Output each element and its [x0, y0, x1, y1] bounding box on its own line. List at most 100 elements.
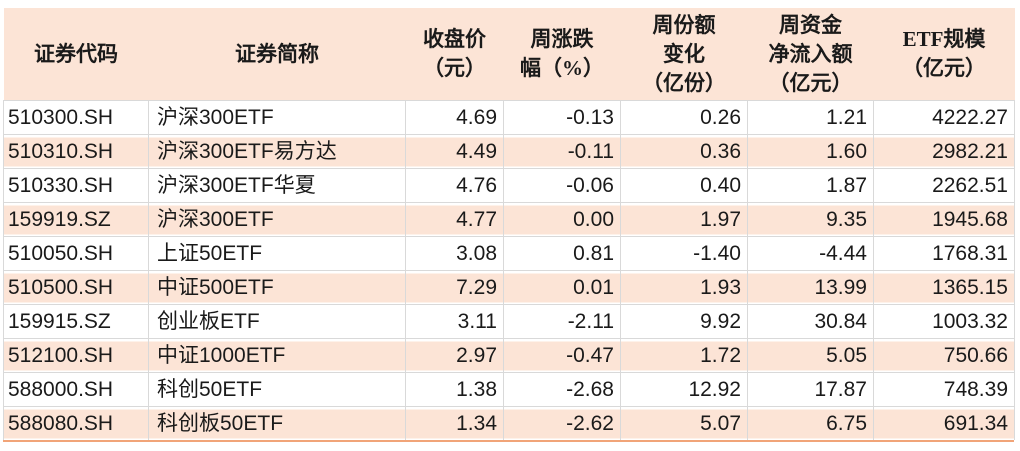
column-header-weekly_share_change: 周份额变化 （亿份） — [620, 8, 748, 101]
cell-code: 510330.SH — [3, 168, 149, 203]
cell-weekly_share_change: 1.97 — [620, 202, 748, 237]
table-row: 159919.SZ 沪深300ETF 4.77 0.00 1.97 9.35 1945.68 — [3, 202, 1015, 237]
cell-etf_scale: 2262.51 — [873, 168, 1015, 203]
cell-weekly_change_pct: -0.11 — [503, 134, 621, 169]
cell-etf_scale: 1945.68 — [873, 202, 1015, 237]
column-header-line: 净流入额 — [768, 41, 853, 66]
cell-code: 512100.SH — [3, 338, 149, 373]
cell-etf_scale: 2982.21 — [873, 134, 1015, 169]
cell-weekly_change_pct: 0.01 — [503, 270, 621, 305]
cell-name: 沪深300ETF华夏 — [148, 168, 406, 203]
cell-name: 沪深300ETF — [148, 100, 406, 135]
cell-weekly_net_inflow: 6.75 — [747, 406, 874, 440]
cell-etf_scale: 748.39 — [873, 372, 1015, 407]
column-header-line: （元） — [423, 56, 486, 80]
cell-weekly_change_pct: 0.81 — [503, 236, 621, 271]
cell-weekly_net_inflow: 30.84 — [747, 304, 874, 339]
cell-name: 沪深300ETF — [148, 202, 406, 237]
cell-weekly_net_inflow: -4.44 — [747, 236, 874, 271]
table-row: 510310.SH 沪深300ETF易方达 4.49 -0.11 0.36 1.60 298… — [3, 134, 1015, 169]
column-header-name: 证券简称 — [148, 8, 406, 101]
cell-name: 科创板50ETF — [148, 406, 406, 440]
cell-close_price_yuan: 7.29 — [405, 270, 504, 305]
cell-weekly_net_inflow: 1.21 — [747, 100, 874, 135]
cell-weekly_share_change: 0.40 — [620, 168, 748, 203]
cell-code: 510300.SH — [3, 100, 149, 135]
cell-weekly_change_pct: -2.62 — [503, 406, 621, 440]
cell-close_price_yuan: 3.11 — [405, 304, 504, 339]
column-header-weekly_change_pct: 周涨跌幅（%） — [503, 8, 621, 101]
column-header-line: ETF规模 — [902, 27, 986, 51]
cell-close_price_yuan: 2.97 — [405, 338, 504, 373]
cell-name: 科创50ETF — [148, 372, 406, 407]
cell-weekly_change_pct: -0.13 — [503, 100, 621, 135]
cell-weekly_net_inflow: 13.99 — [747, 270, 874, 305]
cell-close_price_yuan: 1.34 — [405, 406, 504, 440]
cell-etf_scale: 1768.31 — [873, 236, 1015, 271]
table-header: 证券代码 证券简称 收盘价 （元） 周涨跌幅（%） 周份额变化 （亿份） 周资金净流入额 （亿元… — [3, 8, 1015, 101]
table-row: 588000.SH 科创50ETF 1.38 -2.68 12.92 17.87 748.3… — [3, 372, 1015, 407]
cell-close_price_yuan: 4.76 — [405, 168, 504, 203]
table-row: 510330.SH 沪深300ETF华夏 4.76 -0.06 0.40 1.87 2262… — [3, 168, 1015, 203]
cell-etf_scale: 691.34 — [873, 406, 1015, 440]
column-header-line: 证券代码 — [34, 41, 118, 66]
cell-weekly_share_change: 1.72 — [620, 338, 748, 373]
cell-code: 588000.SH — [3, 372, 149, 407]
cell-code: 510310.SH — [3, 134, 149, 169]
cell-code: 159919.SZ — [3, 202, 149, 237]
table-row: 510300.SH 沪深300ETF 4.69 -0.13 0.26 1.21 4222.2… — [3, 100, 1015, 135]
cell-name: 创业板ETF — [148, 304, 406, 339]
cell-weekly_share_change: 12.92 — [620, 372, 748, 407]
column-header-line: （亿份） — [642, 70, 726, 95]
column-header-line: 变化 — [663, 41, 705, 66]
cell-weekly_share_change: 0.26 — [620, 100, 748, 135]
cell-weekly_net_inflow: 17.87 — [747, 372, 874, 407]
cell-close_price_yuan: 3.08 — [405, 236, 504, 271]
cell-code: 588080.SH — [3, 406, 149, 440]
cell-close_price_yuan: 4.77 — [405, 202, 504, 237]
column-header-line: 证券简称 — [235, 41, 319, 66]
cell-weekly_share_change: 5.07 — [620, 406, 748, 440]
cell-weekly_change_pct: 0.00 — [503, 202, 621, 237]
column-header-line: 收盘价 — [423, 27, 486, 51]
cell-weekly_change_pct: -0.06 — [503, 168, 621, 203]
cell-name: 中证500ETF — [148, 270, 406, 305]
cell-etf_scale: 1365.15 — [873, 270, 1015, 305]
cell-code: 159915.SZ — [3, 304, 149, 339]
cell-etf_scale: 750.66 — [873, 338, 1015, 373]
column-header-line: 周资金 — [779, 12, 842, 37]
cell-close_price_yuan: 1.38 — [405, 372, 504, 407]
cell-weekly_net_inflow: 5.05 — [747, 338, 874, 373]
cell-close_price_yuan: 4.69 — [405, 100, 504, 135]
cell-close_price_yuan: 4.49 — [405, 134, 504, 169]
cell-weekly_change_pct: -2.68 — [503, 372, 621, 407]
column-header-line: 幅（%） — [520, 56, 604, 80]
header-row: 证券代码 证券简称 收盘价 （元） 周涨跌幅（%） 周份额变化 （亿份） 周资金净流入额 （亿元… — [3, 8, 1015, 101]
cell-etf_scale: 1003.32 — [873, 304, 1015, 339]
column-header-line: 周份额 — [652, 12, 716, 37]
table-row: 588080.SH 科创板50ETF 1.34 -2.62 5.07 6.75 691.34 — [3, 406, 1015, 440]
cell-weekly_change_pct: -2.11 — [503, 304, 621, 339]
table-row: 510500.SH 中证500ETF 7.29 0.01 1.93 13.99 1365.1… — [3, 270, 1015, 305]
cell-weekly_share_change: 9.92 — [620, 304, 748, 339]
column-header-etf_scale: ETF规模 （亿元） — [873, 8, 1015, 101]
etf-weekly-table-page: 证券代码 证券简称 收盘价 （元） 周涨跌幅（%） 周份额变化 （亿份） 周资金净流入额 （亿元… — [0, 8, 1020, 451]
table-row: 512100.SH 中证1000ETF 2.97 -0.47 1.72 5.05 750.6… — [3, 338, 1015, 373]
cell-weekly_net_inflow: 9.35 — [747, 202, 874, 237]
cell-code: 510050.SH — [3, 236, 149, 271]
cell-weekly_share_change: -1.40 — [620, 236, 748, 271]
column-header-weekly_net_inflow: 周资金 净流入额 （亿元） — [747, 8, 874, 101]
etf-data-table: 证券代码 证券简称 收盘价 （元） 周涨跌幅（%） 周份额变化 （亿份） 周资金净流入额 （亿元… — [3, 8, 1015, 440]
column-header-line: 周涨跌 — [530, 27, 594, 51]
column-header-close_price_yuan: 收盘价 （元） — [405, 8, 504, 101]
column-header-line: （亿元） — [902, 56, 986, 80]
cell-weekly_net_inflow: 1.87 — [747, 168, 874, 203]
cell-name: 中证1000ETF — [148, 338, 406, 373]
cell-name: 沪深300ETF易方达 — [148, 134, 406, 169]
cell-code: 510500.SH — [3, 270, 149, 305]
table-bottom-accent-line — [3, 440, 1014, 442]
cell-name: 上证50ETF — [148, 236, 406, 271]
cell-etf_scale: 4222.27 — [873, 100, 1015, 135]
cell-weekly_change_pct: -0.47 — [503, 338, 621, 373]
cell-weekly_share_change: 0.36 — [620, 134, 748, 169]
